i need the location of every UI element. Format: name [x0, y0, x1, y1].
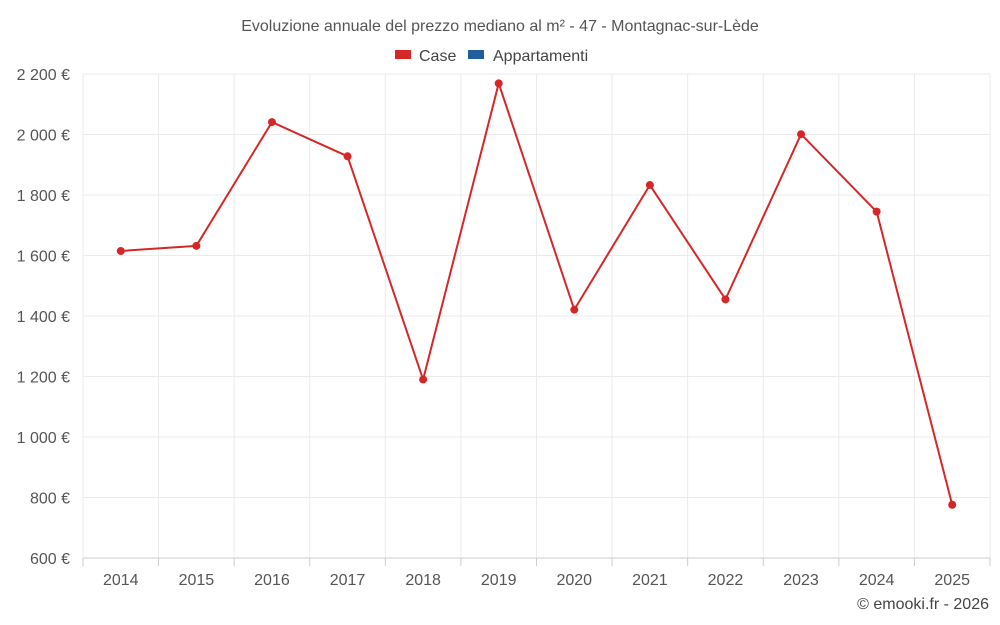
y-tick-label: 1 400 € [17, 309, 70, 326]
x-tick-label: 2015 [179, 572, 215, 589]
y-tick-label: 1 600 € [17, 249, 70, 266]
grid [82, 73, 991, 558]
data-point[interactable] [721, 295, 730, 304]
chart-title: Evoluzione annuale del prezzo mediano al… [241, 18, 759, 35]
legend-label-appartamenti[interactable]: Appartamenti [493, 48, 588, 65]
data-point[interactable] [494, 79, 503, 88]
data-point[interactable] [116, 246, 125, 255]
y-tick-label: 1 200 € [17, 370, 70, 387]
x-tick-label: 2025 [934, 572, 970, 589]
x-tick-label: 2024 [859, 572, 895, 589]
y-tick-label: 600 € [30, 551, 70, 568]
data-point[interactable] [192, 241, 201, 250]
legend-swatch-case [395, 50, 411, 59]
series [116, 79, 957, 509]
series-line-case [120, 82, 954, 506]
legend: Case Appartamenti [395, 48, 588, 65]
data-point[interactable] [948, 500, 957, 509]
y-axis-ticks: 600 € 800 € 1 000 € 1 200 € 1 400 € 1 600 € 1 … [17, 67, 70, 568]
data-point[interactable] [267, 118, 276, 127]
x-axis-ticks: 2014 2015 2016 2017 2018 2019 2020 2021 2022 2023… [103, 572, 970, 589]
legend-label-case[interactable]: Case [419, 48, 456, 65]
y-tick-label: 800 € [30, 491, 70, 508]
data-point[interactable] [419, 375, 428, 384]
x-tick-label: 2021 [632, 572, 668, 589]
y-tick-label: 1 800 € [17, 188, 70, 205]
x-tick-label: 2017 [330, 572, 366, 589]
data-point[interactable] [570, 305, 579, 314]
data-point[interactable] [797, 130, 806, 139]
y-tick-label: 2 000 € [17, 128, 70, 145]
data-point[interactable] [872, 207, 881, 216]
y-tick-label: 2 200 € [17, 67, 70, 84]
x-tick-label: 2019 [481, 572, 517, 589]
data-point[interactable] [645, 181, 654, 190]
x-tick-label: 2022 [708, 572, 744, 589]
x-tick-label: 2020 [556, 572, 592, 589]
x-tick-label: 2014 [103, 572, 139, 589]
credit-text: © emooki.fr - 2026 [857, 596, 989, 613]
x-tick-label: 2016 [254, 572, 290, 589]
axes [82, 557, 991, 566]
x-tick-label: 2018 [405, 572, 441, 589]
data-point[interactable] [343, 152, 352, 161]
x-tick-label: 2023 [783, 572, 819, 589]
legend-swatch-appartamenti [468, 50, 484, 59]
y-tick-label: 1 000 € [17, 430, 70, 447]
